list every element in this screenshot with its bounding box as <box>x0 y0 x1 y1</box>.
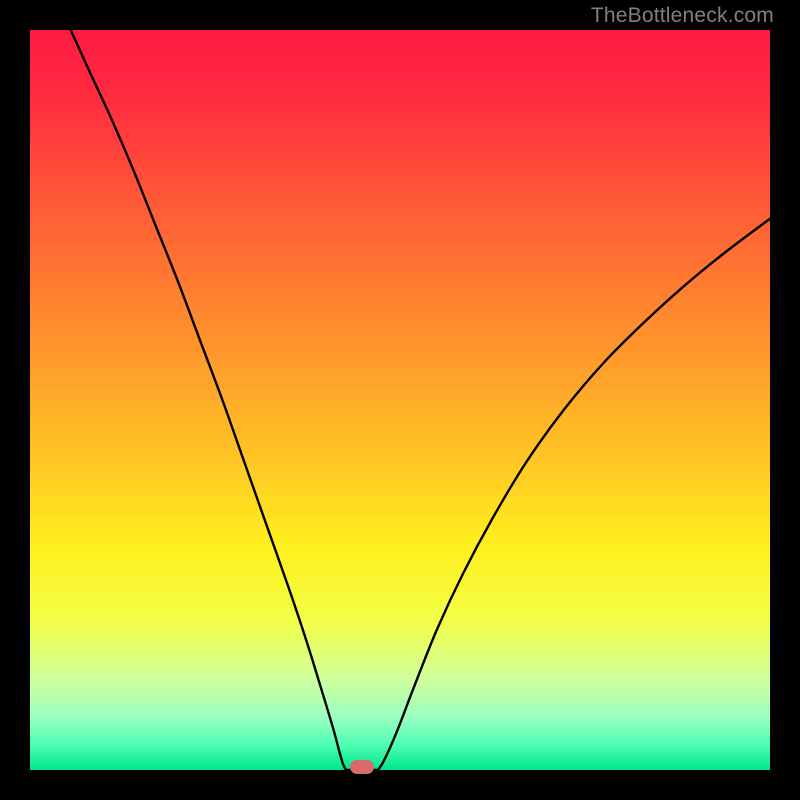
chart-stage: TheBottleneck.com <box>0 0 800 800</box>
watermark-text: TheBottleneck.com <box>591 4 774 28</box>
heat-gradient-background <box>30 30 770 770</box>
plot-area <box>30 30 770 770</box>
optimal-point-marker <box>350 760 374 774</box>
